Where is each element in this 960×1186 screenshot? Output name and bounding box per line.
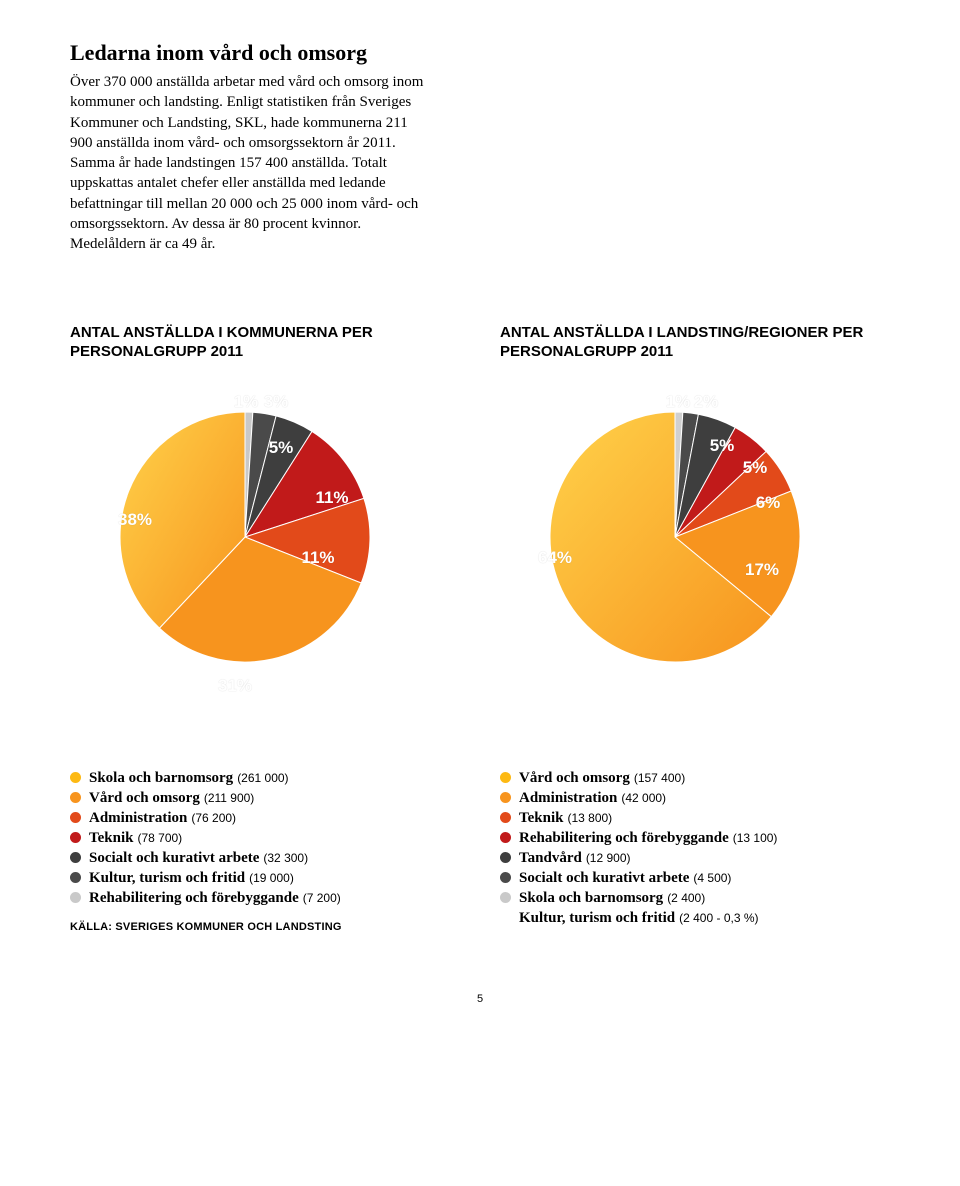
slice-label: 5% [743, 458, 768, 478]
chart-title-landsting: ANTAL ANSTÄLLDA I LANDSTING/REGIONER PER… [500, 324, 890, 362]
legend-label: Skola och barnomsorg [519, 890, 663, 907]
legend-item: Teknik (78 700) [70, 830, 460, 847]
legend-count: (157 400) [634, 771, 685, 785]
legend-bullet-icon [500, 812, 511, 823]
legend-label: Teknik [89, 830, 133, 847]
legend-label: Vård och omsorg [519, 770, 630, 787]
page-number: 5 [70, 993, 890, 1005]
chart-landsting: ANTAL ANSTÄLLDA I LANDSTING/REGIONER PER… [500, 324, 890, 730]
legend-item: Socialt och kurativt arbete (32 300) [70, 850, 460, 867]
charts-row: ANTAL ANSTÄLLDA I KOMMUNERNA PER PERSONA… [70, 324, 890, 730]
legend-item: Skola och barnomsorg (261 000) [70, 770, 460, 787]
legend-label: Administration [89, 810, 187, 827]
legend-count: (13 100) [733, 831, 778, 845]
legend-label: Rehabilitering och förebyggande [89, 890, 299, 907]
slice-label: 64% [538, 548, 572, 568]
slice-label: 6% [756, 493, 781, 513]
legend-item: Vård och omsorg (211 900) [70, 790, 460, 807]
legend-label: Administration [519, 790, 617, 807]
legend-count: (13 800) [567, 811, 612, 825]
slice-label: 5% [710, 436, 735, 456]
legend-count: (7 200) [303, 891, 341, 905]
legend-count: (78 700) [137, 831, 182, 845]
legends-row: Skola och barnomsorg (261 000) Vård och om… [70, 770, 890, 933]
legend-item: Rehabilitering och förebyggande (7 200) [70, 890, 460, 907]
slice-label: 1% [666, 392, 691, 412]
legend-count: (211 900) [204, 791, 254, 805]
legend-count: (12 900) [586, 851, 631, 865]
legend-count: (261 000) [237, 771, 288, 785]
legend-bullet-icon [70, 772, 81, 783]
slice-label: 11% [315, 488, 348, 508]
legend-count: (2 400 - 0,3 %) [679, 911, 758, 925]
legend-count: (19 000) [249, 871, 294, 885]
legend-kommuner: Skola och barnomsorg (261 000) Vård och om… [70, 770, 460, 933]
legend-item: Skola och barnomsorg (2 400) [500, 890, 890, 907]
legend-label: Skola och barnomsorg [89, 770, 233, 787]
legend-item: Socialt och kurativt arbete (4 500) [500, 870, 890, 887]
legend-label: Kultur, turism och fritid [519, 910, 675, 927]
legend-label: Socialt och kurativt arbete [519, 870, 689, 887]
source-line: KÄLLA: SVERIGES KOMMUNER OCH LANDSTING [70, 921, 460, 933]
legend-item: Administration (42 000) [500, 790, 890, 807]
legend-bullet-icon [70, 812, 81, 823]
pie-kommuner: 1%3% 5% 11% 11% 31% 38% [70, 380, 420, 730]
slice-label: 38% [118, 510, 152, 530]
intro-paragraph: Över 370 000 anställda arbetar med vård … [70, 72, 430, 254]
legend-bullet-icon [70, 852, 81, 863]
legend-item: Teknik (13 800) [500, 810, 890, 827]
legend-count: (4 500) [693, 871, 731, 885]
slice-label: 11% [301, 548, 334, 568]
legend-bullet-icon [500, 832, 511, 843]
legend-bullet-icon [500, 852, 511, 863]
legend-count: (2 400) [667, 891, 705, 905]
legend-item: Kultur, turism och fritid (2 400 - 0,3 %) [500, 910, 890, 927]
legend-item: Kultur, turism och fritid (19 000) [70, 870, 460, 887]
legend-label: Kultur, turism och fritid [89, 870, 245, 887]
slice-label: 3% [264, 392, 289, 412]
legend-landsting: Vård och omsorg (157 400) Administration (4… [500, 770, 890, 933]
legend-bullet-icon [70, 892, 81, 903]
legend-item: Tandvård (12 900) [500, 850, 890, 867]
legend-bullet-icon [70, 872, 81, 883]
legend-item: Rehabilitering och förebyggande (13 100) [500, 830, 890, 847]
legend-bullet-icon [500, 772, 511, 783]
slice-label: 1% [234, 392, 259, 412]
legend-count: (32 300) [263, 851, 308, 865]
legend-count: (76 200) [191, 811, 236, 825]
legend-bullet-icon [500, 792, 511, 803]
legend-item: Administration (76 200) [70, 810, 460, 827]
legend-label: Teknik [519, 810, 563, 827]
legend-bullet-icon [70, 792, 81, 803]
legend-label: Rehabilitering och förebyggande [519, 830, 729, 847]
chart-kommuner: ANTAL ANSTÄLLDA I KOMMUNERNA PER PERSONA… [70, 324, 460, 730]
chart-title-kommuner: ANTAL ANSTÄLLDA I KOMMUNERNA PER PERSONA… [70, 324, 460, 362]
legend-label: Vård och omsorg [89, 790, 200, 807]
legend-label: Tandvård [519, 850, 582, 867]
slice-label: 31% [218, 676, 252, 696]
legend-item: Vård och omsorg (157 400) [500, 770, 890, 787]
legend-count: (42 000) [621, 791, 666, 805]
slice-label: 17% [745, 560, 779, 580]
legend-bullet-icon [70, 832, 81, 843]
slice-label: 5% [269, 438, 294, 458]
pie-landsting: 1%2% 5% 5% 6% 17% 64% [500, 380, 850, 730]
legend-bullet-icon [500, 872, 511, 883]
legend-bullet-icon [500, 892, 511, 903]
slice-label: 2% [694, 392, 719, 412]
legend-label: Socialt och kurativt arbete [89, 850, 259, 867]
section-heading: Ledarna inom vård och omsorg [70, 40, 890, 66]
